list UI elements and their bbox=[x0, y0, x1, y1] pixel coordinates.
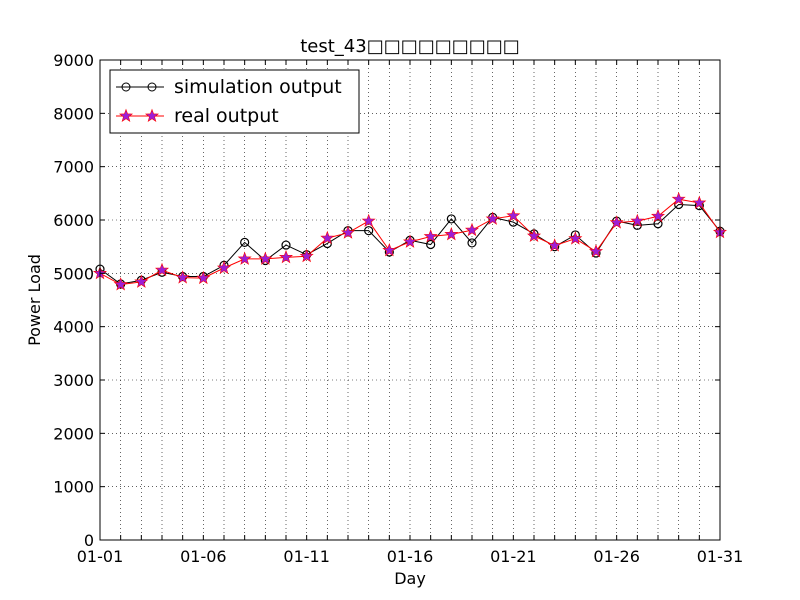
real-output-point bbox=[134, 274, 149, 288]
real-output-point bbox=[568, 231, 583, 245]
legend-marker-real bbox=[144, 108, 160, 122]
legend-star-icon bbox=[118, 108, 134, 122]
real-output-point bbox=[692, 195, 707, 209]
x-tick-label: 01-01 bbox=[77, 547, 124, 566]
legend-marker-simulation bbox=[147, 82, 157, 92]
real-output-point bbox=[650, 208, 666, 223]
x-tick-label: 01-21 bbox=[490, 547, 537, 566]
real-output-point bbox=[444, 227, 459, 241]
real-output-point bbox=[361, 213, 376, 228]
y-tick-label: 3000 bbox=[53, 371, 94, 390]
real-output-point bbox=[382, 243, 397, 257]
real-output-point bbox=[423, 229, 438, 243]
simulation-output-point bbox=[446, 214, 456, 224]
legend-label-real: real output bbox=[174, 105, 279, 127]
simulation-output-point bbox=[426, 239, 436, 250]
real-output-point bbox=[320, 230, 335, 245]
y-axis-label: Power Load bbox=[25, 254, 44, 346]
legend-star-icon bbox=[144, 108, 160, 122]
real-output-point bbox=[588, 244, 604, 258]
series-layer bbox=[92, 191, 728, 291]
real-output-point bbox=[630, 213, 645, 228]
real-output-point bbox=[526, 228, 542, 242]
y-tick-label: 9000 bbox=[53, 51, 94, 70]
legend-marker-simulation bbox=[121, 82, 131, 92]
real-output-point bbox=[175, 270, 190, 284]
y-tick-label: 5000 bbox=[53, 264, 94, 283]
y-tick-label: 6000 bbox=[53, 211, 94, 230]
real-output-point bbox=[485, 211, 500, 225]
x-tick-label: 01-26 bbox=[593, 547, 640, 566]
chart-title: test_43□□□□□□□□□ bbox=[300, 36, 520, 57]
y-tick-label: 4000 bbox=[53, 318, 94, 337]
simulation-output-point bbox=[281, 240, 291, 250]
real-output-point bbox=[196, 270, 211, 285]
x-tick-label: 01-31 bbox=[697, 547, 744, 566]
x-tick-label: 01-16 bbox=[387, 547, 434, 566]
real-output-point bbox=[216, 260, 232, 274]
real-output-point bbox=[299, 248, 314, 263]
real-output-point bbox=[154, 262, 170, 277]
x-tick-label: 01-11 bbox=[283, 547, 330, 566]
real-output-point bbox=[237, 251, 252, 265]
simulation-output-point bbox=[240, 237, 250, 247]
simulation-output-point bbox=[467, 238, 477, 248]
y-tick-label: 0 bbox=[84, 531, 94, 550]
tick-layer: 0 1000 2000 3000 4000 5000 6000 7000 8000 9000 01-… bbox=[53, 51, 743, 566]
real-output-point bbox=[113, 277, 128, 291]
real-output-point bbox=[340, 225, 356, 239]
real-output-point bbox=[506, 208, 521, 222]
grid-layer bbox=[100, 60, 720, 540]
simulation-output-point bbox=[364, 226, 374, 236]
y-tick-label: 1000 bbox=[53, 478, 94, 497]
real-output-point bbox=[547, 238, 562, 252]
real-output-point bbox=[464, 222, 480, 237]
y-tick-label: 7000 bbox=[53, 158, 94, 177]
x-tick-label: 01-06 bbox=[180, 547, 227, 566]
legend: simulation output real output bbox=[109, 69, 360, 134]
real-output-point bbox=[609, 215, 624, 229]
x-axis-label: Day bbox=[394, 569, 426, 588]
y-tick-label: 2000 bbox=[53, 424, 94, 443]
legend-label-simulation: simulation output bbox=[174, 76, 342, 98]
real-output-point bbox=[278, 249, 294, 264]
y-tick-label: 8000 bbox=[53, 104, 94, 123]
legend-box bbox=[109, 69, 360, 134]
real-output-point bbox=[671, 191, 686, 206]
real-output-point bbox=[258, 251, 273, 265]
real-output-point bbox=[402, 234, 418, 248]
simulation-output-point bbox=[653, 219, 663, 229]
legend-marker-real bbox=[118, 108, 134, 122]
